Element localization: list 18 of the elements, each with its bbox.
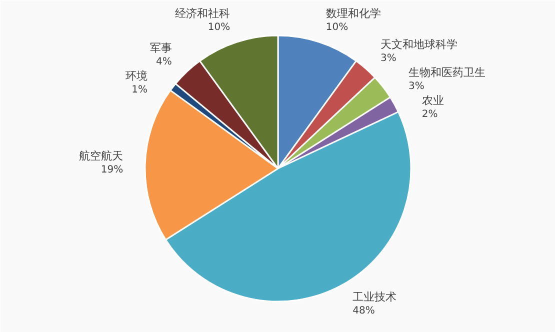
slice-label: 经济和社科 [175,7,230,20]
slice-label: 航空航天 [79,150,124,163]
data-label: 2% [422,109,438,120]
data-label: 19% [100,164,124,176]
data-label: 3% [380,53,396,64]
data-label: 3% [408,81,424,92]
data-label: 4% [156,56,172,68]
data-label: 1% [132,84,148,96]
slice-label: 生物和医药卫生 [408,66,486,80]
slice-label: 数理和化学 [326,7,381,20]
data-label: 48% [352,305,375,316]
slice-label: 环境 [126,70,148,83]
slice-label: 军事 [150,42,172,55]
data-label: 10% [326,22,348,34]
slice-label: 农业 [422,94,444,108]
slice-label: 工业技术 [352,290,397,304]
data-label: 10% [208,22,230,34]
slice-label: 天文和地球科学 [380,38,458,52]
